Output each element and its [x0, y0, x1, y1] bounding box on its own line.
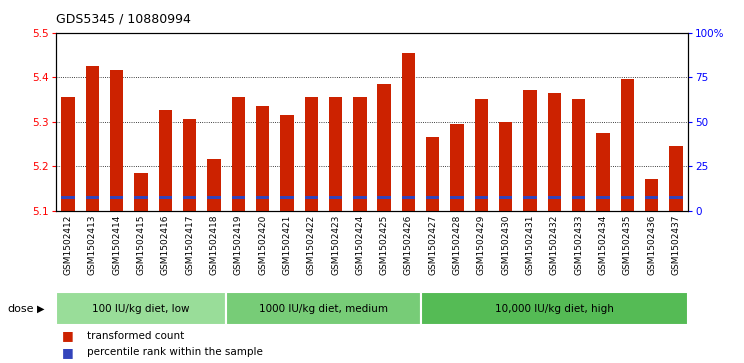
Text: ■: ■ — [62, 329, 74, 342]
Bar — [670, 196, 683, 199]
Bar — [353, 196, 367, 199]
Bar — [402, 196, 415, 199]
Bar — [402, 53, 415, 211]
Bar — [548, 196, 561, 199]
FancyBboxPatch shape — [420, 292, 688, 325]
Text: GSM1502436: GSM1502436 — [647, 215, 656, 275]
Bar — [134, 173, 147, 211]
Bar — [620, 79, 634, 211]
Text: GSM1502425: GSM1502425 — [379, 215, 388, 275]
Bar — [183, 196, 196, 199]
Bar — [256, 106, 269, 211]
Bar — [86, 66, 99, 211]
Bar — [280, 196, 294, 199]
Bar — [231, 196, 245, 199]
Text: GSM1502414: GSM1502414 — [112, 215, 121, 275]
Text: 10,000 IU/kg diet, high: 10,000 IU/kg diet, high — [495, 303, 614, 314]
Bar — [426, 196, 440, 199]
Bar — [208, 159, 220, 211]
Text: GSM1502434: GSM1502434 — [599, 215, 608, 275]
Text: GSM1502421: GSM1502421 — [283, 215, 292, 275]
Bar — [280, 115, 294, 211]
Text: GSM1502423: GSM1502423 — [331, 215, 340, 275]
Bar — [231, 97, 245, 211]
Text: GSM1502420: GSM1502420 — [258, 215, 267, 275]
FancyBboxPatch shape — [226, 292, 420, 325]
Bar — [645, 196, 658, 199]
Bar — [329, 97, 342, 211]
Bar — [304, 196, 318, 199]
Bar — [450, 196, 464, 199]
Bar — [572, 99, 586, 211]
Bar — [353, 97, 367, 211]
Bar — [110, 70, 124, 211]
Text: GSM1502415: GSM1502415 — [136, 215, 145, 275]
Bar — [524, 196, 536, 199]
Bar — [377, 84, 391, 211]
Text: GSM1502413: GSM1502413 — [88, 215, 97, 275]
Text: GSM1502426: GSM1502426 — [404, 215, 413, 275]
Text: GSM1502437: GSM1502437 — [672, 215, 681, 275]
Bar — [524, 90, 536, 211]
Text: GSM1502435: GSM1502435 — [623, 215, 632, 275]
Bar — [329, 196, 342, 199]
Bar — [475, 196, 488, 199]
Bar — [548, 93, 561, 211]
Text: GSM1502412: GSM1502412 — [63, 215, 72, 275]
Text: ■: ■ — [62, 346, 74, 359]
Bar — [134, 196, 147, 199]
FancyBboxPatch shape — [56, 292, 226, 325]
Text: GSM1502416: GSM1502416 — [161, 215, 170, 275]
Text: GSM1502418: GSM1502418 — [209, 215, 219, 275]
Bar — [475, 99, 488, 211]
Bar — [304, 97, 318, 211]
Bar — [158, 110, 172, 211]
Bar — [377, 196, 391, 199]
Text: transformed count: transformed count — [88, 331, 185, 341]
Text: GSM1502433: GSM1502433 — [574, 215, 583, 275]
Bar — [256, 196, 269, 199]
Text: GSM1502432: GSM1502432 — [550, 215, 559, 275]
Text: GSM1502422: GSM1502422 — [307, 215, 315, 275]
Bar — [61, 196, 74, 199]
Text: GSM1502419: GSM1502419 — [234, 215, 243, 275]
Bar — [499, 122, 513, 211]
Bar — [110, 196, 124, 199]
Text: GSM1502417: GSM1502417 — [185, 215, 194, 275]
Text: GSM1502431: GSM1502431 — [525, 215, 535, 275]
Bar — [426, 137, 440, 211]
Text: percentile rank within the sample: percentile rank within the sample — [88, 347, 263, 357]
Bar — [183, 119, 196, 211]
Bar — [620, 196, 634, 199]
Bar — [597, 196, 610, 199]
Text: 100 IU/kg diet, low: 100 IU/kg diet, low — [92, 303, 190, 314]
Text: GSM1502428: GSM1502428 — [452, 215, 461, 275]
Bar — [670, 146, 683, 211]
Text: GDS5345 / 10880994: GDS5345 / 10880994 — [56, 12, 190, 25]
Bar — [61, 97, 74, 211]
Bar — [645, 179, 658, 211]
Text: dose: dose — [7, 303, 34, 314]
Bar — [158, 196, 172, 199]
Bar — [572, 196, 586, 199]
Text: 1000 IU/kg diet, medium: 1000 IU/kg diet, medium — [259, 303, 388, 314]
Bar — [208, 196, 220, 199]
Bar — [499, 196, 513, 199]
Text: GSM1502424: GSM1502424 — [356, 215, 365, 275]
Text: GSM1502429: GSM1502429 — [477, 215, 486, 275]
Bar — [86, 196, 99, 199]
Text: ▶: ▶ — [37, 303, 45, 314]
Bar — [450, 124, 464, 211]
Text: GSM1502427: GSM1502427 — [429, 215, 437, 275]
Bar — [597, 133, 610, 211]
Text: GSM1502430: GSM1502430 — [501, 215, 510, 275]
